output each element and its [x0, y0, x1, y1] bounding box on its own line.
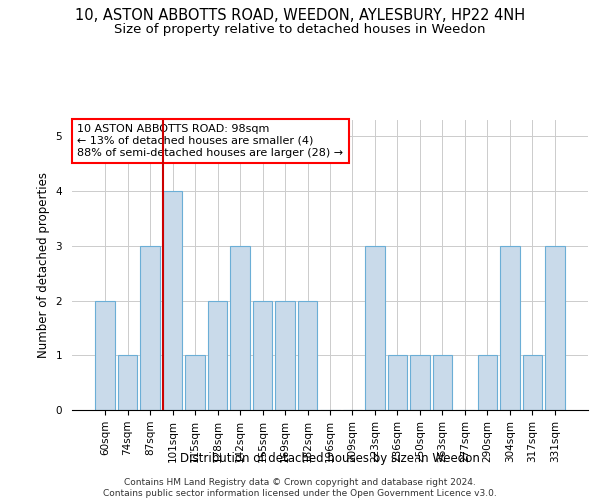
Text: 10 ASTON ABBOTTS ROAD: 98sqm
← 13% of detached houses are smaller (4)
88% of sem: 10 ASTON ABBOTTS ROAD: 98sqm ← 13% of de… [77, 124, 343, 158]
Text: Distribution of detached houses by size in Weedon: Distribution of detached houses by size … [180, 452, 480, 465]
Bar [140, 246, 160, 410]
Y-axis label: Number of detached properties: Number of detached properties [37, 172, 50, 358]
Text: Size of property relative to detached houses in Weedon: Size of property relative to detached ho… [114, 22, 486, 36]
Bar [433, 356, 452, 410]
Bar [95, 300, 115, 410]
Bar [365, 246, 385, 410]
Bar [230, 246, 250, 410]
Bar [478, 356, 497, 410]
Text: Contains HM Land Registry data © Crown copyright and database right 2024.
Contai: Contains HM Land Registry data © Crown c… [103, 478, 497, 498]
Bar [410, 356, 430, 410]
Bar [545, 246, 565, 410]
Bar [388, 356, 407, 410]
Bar [208, 300, 227, 410]
Text: 10, ASTON ABBOTTS ROAD, WEEDON, AYLESBURY, HP22 4NH: 10, ASTON ABBOTTS ROAD, WEEDON, AYLESBUR… [75, 8, 525, 22]
Bar [275, 300, 295, 410]
Bar [523, 356, 542, 410]
Bar [185, 356, 205, 410]
Bar [253, 300, 272, 410]
Bar [118, 356, 137, 410]
Bar [500, 246, 520, 410]
Bar [163, 191, 182, 410]
Bar [298, 300, 317, 410]
